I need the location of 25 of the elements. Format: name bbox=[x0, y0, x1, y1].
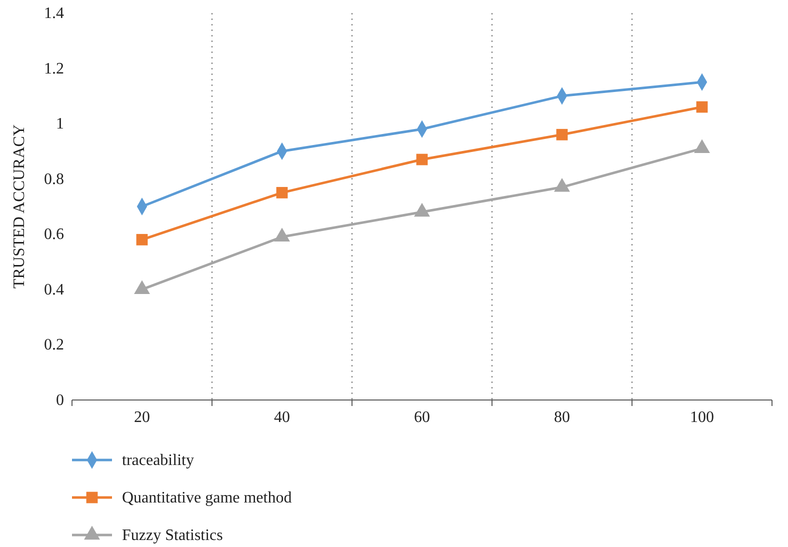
y-tick-label: 1 bbox=[56, 116, 64, 133]
y-tick-label: 0.2 bbox=[44, 336, 64, 354]
legend-label: Fuzzy Statistics bbox=[122, 527, 223, 544]
point bbox=[414, 202, 430, 217]
legend-label: traceability bbox=[122, 452, 194, 469]
x-tick-label: 80 bbox=[554, 409, 570, 426]
x-tick-label: 40 bbox=[274, 409, 290, 426]
y-axis-title: TRUSTED ACCURACY bbox=[11, 124, 28, 289]
legend-label: Quantitative game method bbox=[122, 490, 292, 506]
x-tick-label: 100 bbox=[690, 409, 714, 426]
y-tick-label: 0.6 bbox=[44, 226, 64, 244]
point bbox=[556, 128, 568, 140]
y-tick-label: 0.8 bbox=[44, 170, 64, 188]
y-tick-label: 1.2 bbox=[44, 60, 64, 78]
x-tick-label: 20 bbox=[134, 409, 150, 426]
point bbox=[134, 280, 150, 294]
point bbox=[416, 154, 428, 166]
point bbox=[276, 186, 288, 198]
y-tick-label: 1.4 bbox=[44, 5, 64, 22]
y-tick-label: 0 bbox=[56, 392, 64, 409]
x-tick-label: 60 bbox=[414, 409, 430, 426]
point bbox=[696, 101, 708, 113]
point bbox=[274, 228, 290, 242]
point bbox=[136, 234, 148, 246]
y-tick-label: 0.4 bbox=[44, 281, 64, 298]
